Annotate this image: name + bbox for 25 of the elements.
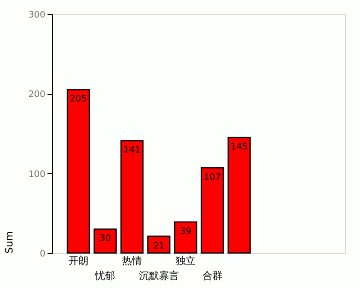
data-label: 145 <box>230 142 248 152</box>
x-tick-label: 独立 <box>176 255 196 267</box>
y-tick-label: 200 <box>28 90 46 100</box>
data-label: 107 <box>204 172 221 183</box>
data-label: 39 <box>180 226 192 237</box>
x-tick-label: 沉默寡言 <box>138 270 179 282</box>
x-tick-label: 忧郁 <box>94 270 116 282</box>
bar <box>174 221 198 254</box>
y-tick-label: 100 <box>28 170 46 180</box>
data-label: 141 <box>123 146 141 156</box>
bar <box>147 236 170 254</box>
y-tick-label: 300 <box>28 10 46 20</box>
data-label: 30 <box>99 234 112 244</box>
bar <box>228 136 251 254</box>
bar <box>94 228 117 254</box>
x-tick-label: 热情 <box>122 255 142 267</box>
y-axis-title: Sum <box>4 231 16 254</box>
x-tick-label: 开朗 <box>68 255 88 267</box>
y-tick-label: 0 <box>40 250 46 260</box>
bar <box>200 167 224 254</box>
bar <box>66 89 90 254</box>
data-label: 21 <box>153 241 165 252</box>
bar <box>120 140 144 254</box>
x-tick-label: 合群 <box>202 270 222 282</box>
data-label: 205 <box>70 94 87 105</box>
